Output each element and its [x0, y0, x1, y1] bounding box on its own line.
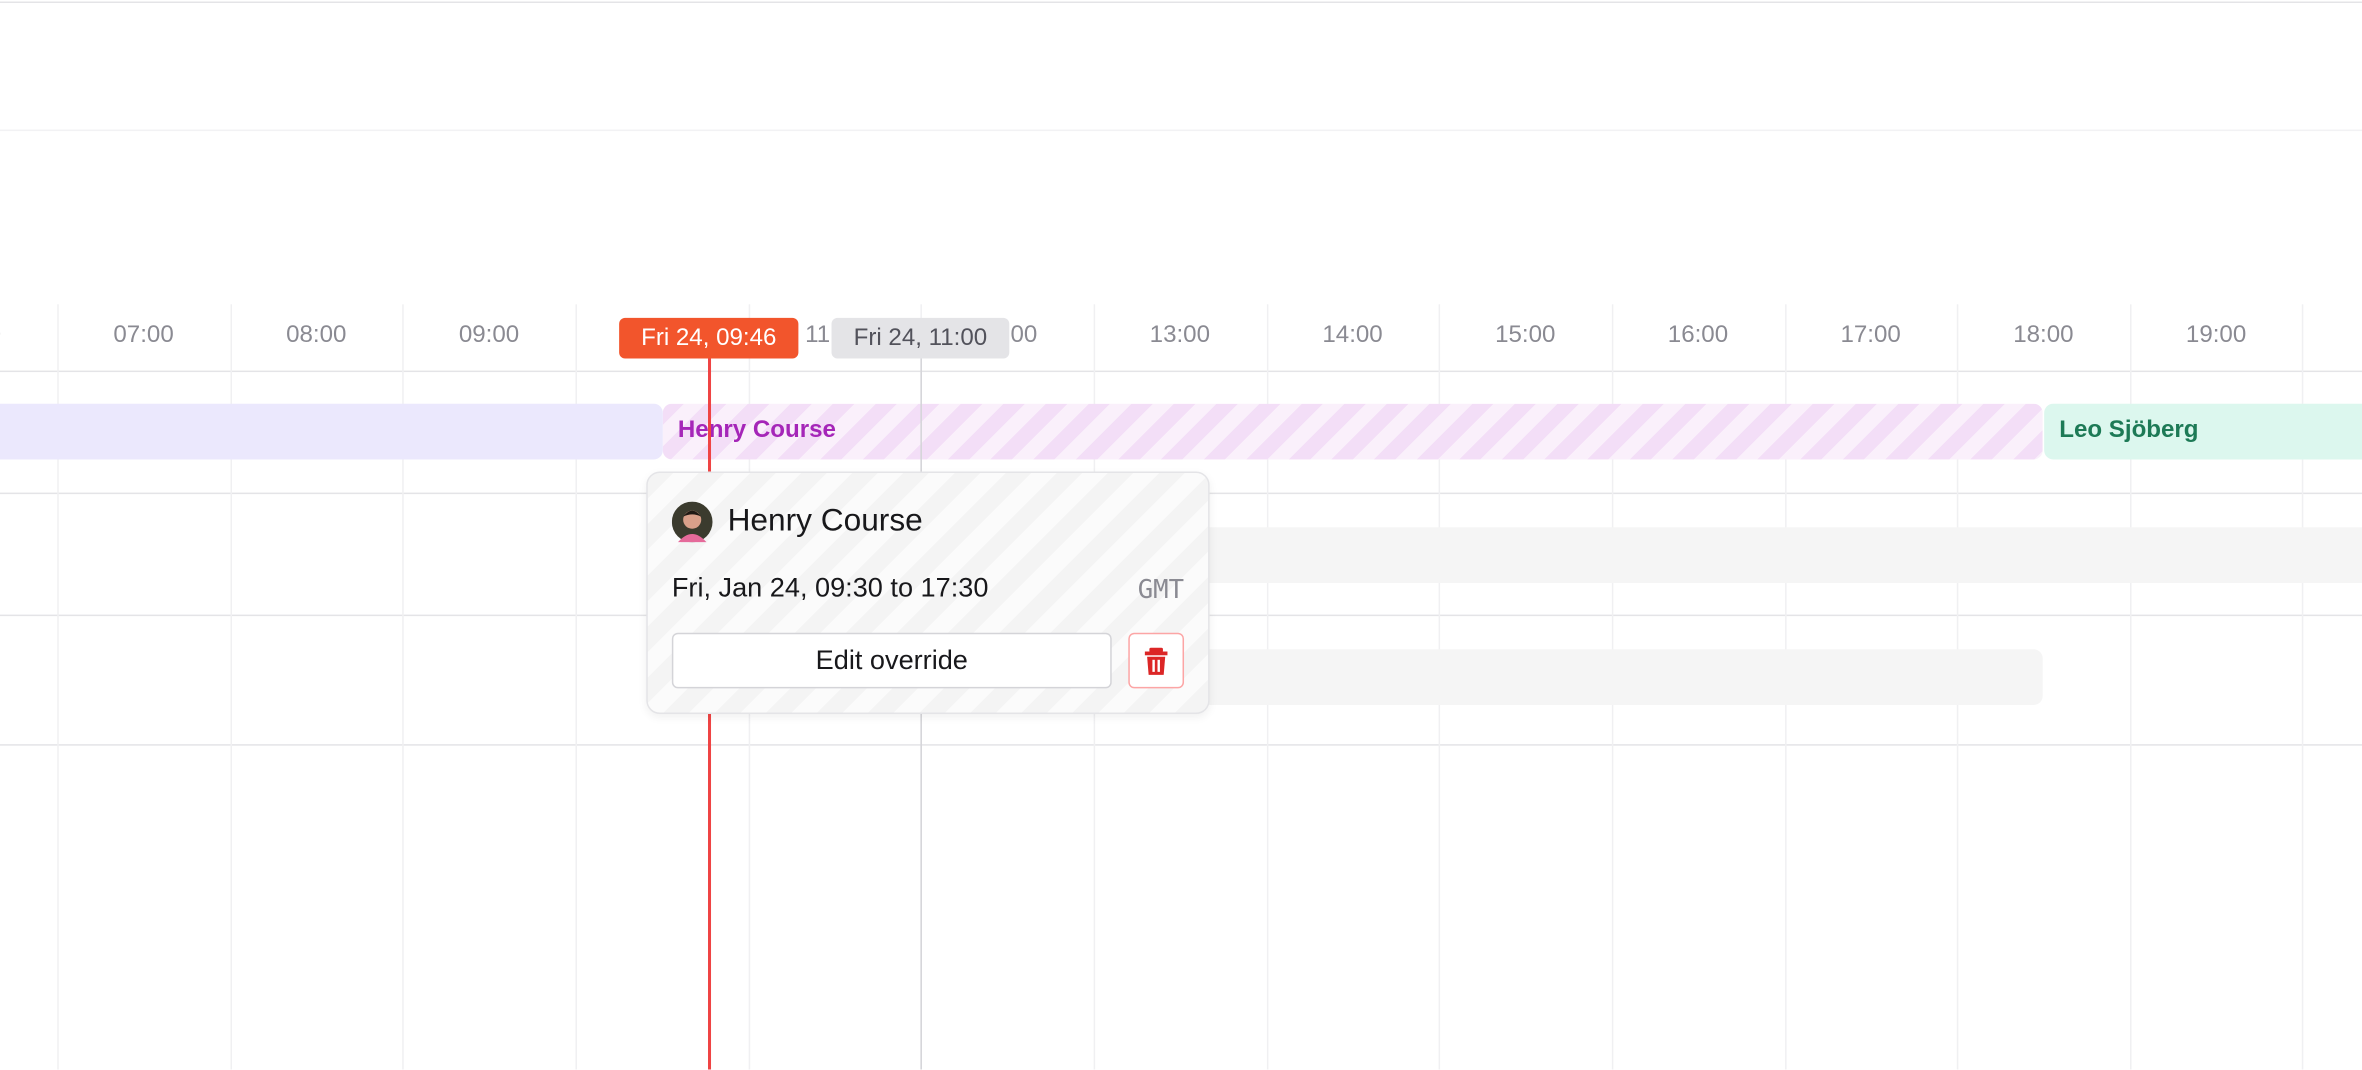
edit-button[interactable]: Edit override: [671, 632, 1112, 689]
shift-bar: [1190, 527, 2362, 583]
hour-label: 17:00: [1840, 322, 1901, 348]
column-line: [57, 304, 59, 1070]
column-line: [2129, 304, 2132, 1070]
hover-line: [920, 358, 922, 1070]
popover: Henry Course Fri, Jan 24, 09:30 to 17:30…: [646, 471, 1210, 715]
shift-name: Leo Sjöberg: [2059, 417, 2199, 443]
shift-name: Henry Course: [677, 417, 836, 443]
shift-bar[interactable]: [0, 403, 663, 460]
shift-bar: [1190, 649, 2043, 705]
column-line: [229, 304, 232, 1070]
divider: [0, 744, 2362, 746]
now-line: [708, 358, 711, 1070]
popover-name: Henry Course: [727, 503, 923, 538]
hour-label: 06:00: [0, 322, 31, 349]
hour-label: 18:00: [2013, 322, 2074, 348]
column-line: [402, 304, 405, 1070]
trash-icon: [1144, 647, 1168, 675]
divider: [0, 129, 2362, 132]
avatar: [671, 501, 713, 543]
hour-label: 14:00: [1322, 322, 1383, 348]
popover-timezone: GMT: [1137, 575, 1185, 606]
column-line: [575, 304, 577, 1070]
hour-label: 15:00: [1495, 322, 1556, 348]
now-badge: Fri 24, 09:46: [619, 317, 799, 359]
shift-bar[interactable]: Henry Course: [662, 403, 2043, 460]
shift-bar[interactable]: Leo Sjöberg: [2044, 403, 2362, 460]
hour-label: 13:00: [1149, 322, 1210, 348]
delete-button[interactable]: [1128, 632, 1185, 689]
divider: [0, 370, 2362, 373]
hover-badge: Fri 24, 11:00: [831, 317, 1010, 359]
popover-time: Fri, Jan 24, 09:30 to 17:30: [671, 572, 989, 603]
hour-label: 07:00: [113, 322, 174, 348]
hour-label: 19:00: [2185, 322, 2247, 348]
divider: [0, 1, 2362, 4]
column-line: [2302, 304, 2304, 1070]
hour-label: 09:00: [458, 322, 520, 348]
hour-label: 16:00: [1667, 322, 1729, 348]
hour-label: 08:00: [286, 322, 347, 348]
